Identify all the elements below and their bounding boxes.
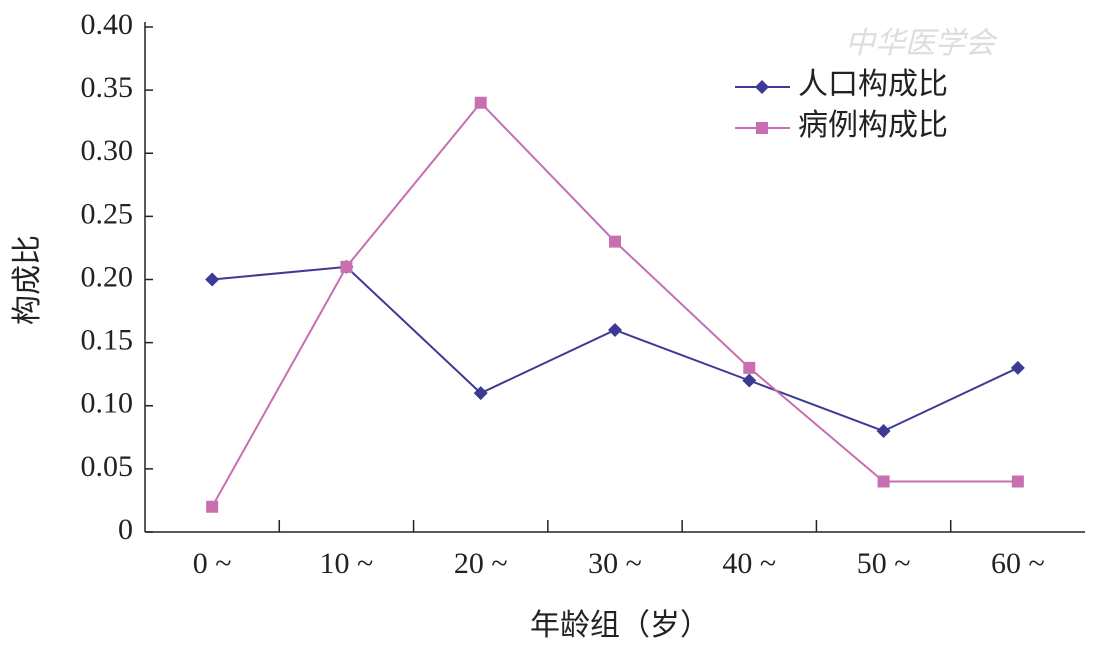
series-line xyxy=(211,101,1018,508)
x-tick-label: 10 ~ xyxy=(320,547,374,580)
marker xyxy=(1011,475,1024,488)
marker xyxy=(876,424,891,438)
marker xyxy=(755,80,769,94)
x-tick-label: 30 ~ xyxy=(588,547,642,580)
y-tick-label: 0.25 xyxy=(81,197,134,230)
marker xyxy=(877,475,890,488)
x-tick-label: 0 ~ xyxy=(193,547,232,580)
legend-label: 人口构成比 xyxy=(798,68,948,101)
x-tick-label: 50 ~ xyxy=(857,547,911,580)
y-tick-label: 0.30 xyxy=(81,134,134,167)
x-axis-label: 年龄组（岁） xyxy=(530,609,710,642)
y-tick-label: 0.35 xyxy=(81,71,134,104)
marker xyxy=(340,260,353,273)
y-tick-label: 0 xyxy=(118,513,133,546)
y-tick-label: 0.20 xyxy=(81,260,134,293)
legend-label: 病例构成比 xyxy=(798,109,948,142)
y-tick-label: 0.05 xyxy=(81,450,134,483)
marker xyxy=(743,361,756,374)
watermark: 中华医学会 xyxy=(845,27,998,60)
marker xyxy=(742,373,757,388)
y-tick-label: 0.10 xyxy=(81,387,134,420)
y-tick-label: 0.15 xyxy=(81,324,134,357)
marker xyxy=(205,272,220,287)
marker xyxy=(474,96,487,109)
x-tick-label: 60 ~ xyxy=(991,547,1045,580)
marker xyxy=(1010,360,1025,375)
marker xyxy=(206,500,219,513)
marker xyxy=(473,386,488,401)
marker xyxy=(609,235,621,248)
y-tick-label: 0.40 xyxy=(81,8,134,41)
marker xyxy=(756,122,768,134)
y-axis-label: 构成比 xyxy=(11,235,44,325)
marker xyxy=(608,323,622,337)
x-tick-label: 20 ~ xyxy=(454,547,508,580)
x-tick-label: 40 ~ xyxy=(722,547,776,580)
